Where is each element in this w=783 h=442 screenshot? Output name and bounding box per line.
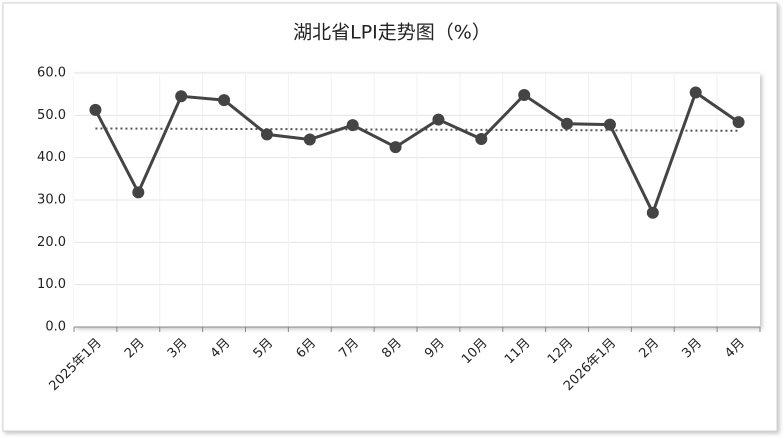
- y-tick-label: 60.0: [37, 66, 66, 81]
- data-point: [732, 116, 745, 129]
- y-tick-label: 10.0: [37, 277, 66, 292]
- y-tick-label: 30.0: [37, 193, 66, 208]
- y-tick-label: 0.0: [45, 320, 66, 335]
- data-point: [561, 117, 574, 130]
- data-line: [94, 90, 740, 217]
- data-point: [432, 113, 445, 126]
- data-point: [132, 186, 145, 199]
- data-point: [518, 89, 531, 102]
- data-point: [175, 90, 188, 103]
- y-tick-label: 40.0: [37, 150, 66, 165]
- data-point: [646, 206, 659, 219]
- data-point: [603, 118, 616, 131]
- data-point: [689, 86, 702, 99]
- data-point: [389, 141, 402, 154]
- data-point: [89, 103, 102, 116]
- data-point: [218, 94, 231, 107]
- data-point: [346, 119, 359, 132]
- data-point: [303, 133, 316, 146]
- y-tick-label: 50.0: [37, 108, 66, 123]
- y-tick-label: 20.0: [37, 235, 66, 250]
- data-point: [475, 133, 488, 146]
- chart-title: 湖北省LPI走势图（%）: [293, 22, 491, 44]
- trend-line: [95, 127, 739, 132]
- data-point: [260, 128, 273, 141]
